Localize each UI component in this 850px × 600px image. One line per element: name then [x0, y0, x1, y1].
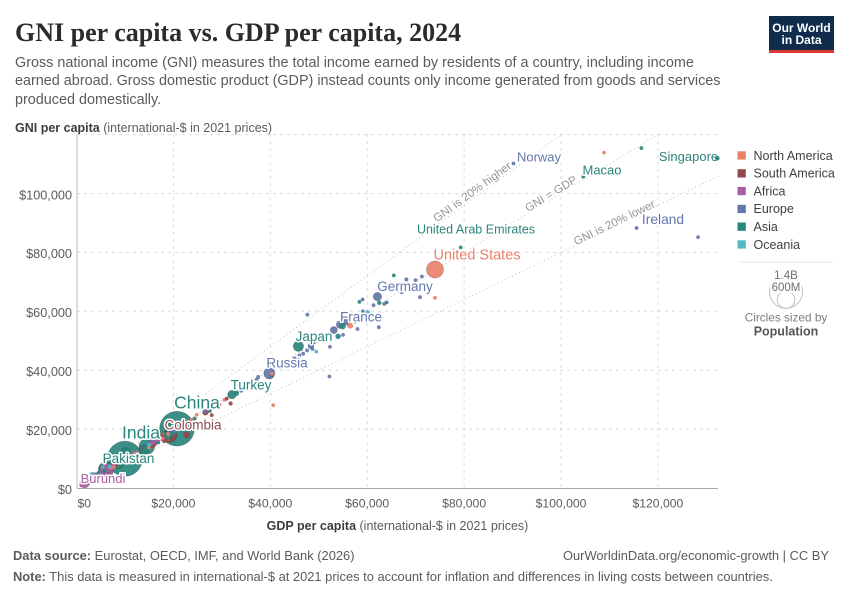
svg-text:$100,000: $100,000: [536, 497, 587, 511]
svg-text:$60,000: $60,000: [345, 497, 389, 511]
svg-text:Norway: Norway: [517, 150, 562, 165]
svg-text:Macao: Macao: [582, 163, 621, 178]
svg-text:$0: $0: [78, 497, 92, 511]
svg-text:United States: United States: [433, 248, 520, 264]
svg-text:Germany: Germany: [377, 279, 433, 294]
svg-text:Population: Population: [754, 325, 819, 339]
svg-text:Japan: Japan: [296, 329, 333, 344]
svg-text:Singapore: Singapore: [659, 149, 718, 164]
svg-text:Pakistan: Pakistan: [103, 451, 155, 466]
svg-text:Africa: Africa: [754, 184, 786, 198]
svg-text:$40,000: $40,000: [248, 497, 292, 511]
svg-text:$20,000: $20,000: [151, 497, 195, 511]
svg-text:China: China: [174, 393, 220, 413]
svg-text:Turkey: Turkey: [231, 378, 272, 393]
svg-text:Russia: Russia: [266, 356, 308, 371]
svg-text:Oceania: Oceania: [754, 238, 801, 252]
svg-text:Asia: Asia: [754, 220, 778, 234]
svg-text:GNI is 20% higher: GNI is 20% higher: [431, 160, 514, 225]
svg-text:Circles sized by: Circles sized by: [745, 311, 828, 325]
svg-text:Ireland: Ireland: [642, 212, 684, 227]
svg-text:$100,000: $100,000: [19, 188, 72, 202]
svg-text:$60,000: $60,000: [26, 306, 72, 320]
svg-text:$0: $0: [58, 483, 72, 497]
svg-text:Europe: Europe: [754, 202, 794, 216]
svg-text:$80,000: $80,000: [442, 497, 486, 511]
svg-text:$40,000: $40,000: [26, 365, 72, 379]
svg-text:India: India: [122, 423, 160, 443]
svg-text:$120,000: $120,000: [632, 497, 683, 511]
svg-text:North America: North America: [754, 149, 833, 163]
svg-text:1.4B: 1.4B: [774, 270, 798, 282]
svg-text:Burundi: Burundi: [81, 471, 126, 486]
svg-text:France: France: [340, 310, 382, 325]
svg-text:GNI = GDP: GNI = GDP: [523, 174, 579, 215]
svg-text:Colombia: Colombia: [164, 418, 222, 433]
svg-text:$20,000: $20,000: [26, 424, 72, 438]
svg-text:United Arab Emirates: United Arab Emirates: [417, 223, 535, 237]
svg-text:$80,000: $80,000: [26, 247, 72, 261]
svg-text:600M: 600M: [772, 282, 801, 294]
svg-text:South America: South America: [754, 167, 835, 181]
